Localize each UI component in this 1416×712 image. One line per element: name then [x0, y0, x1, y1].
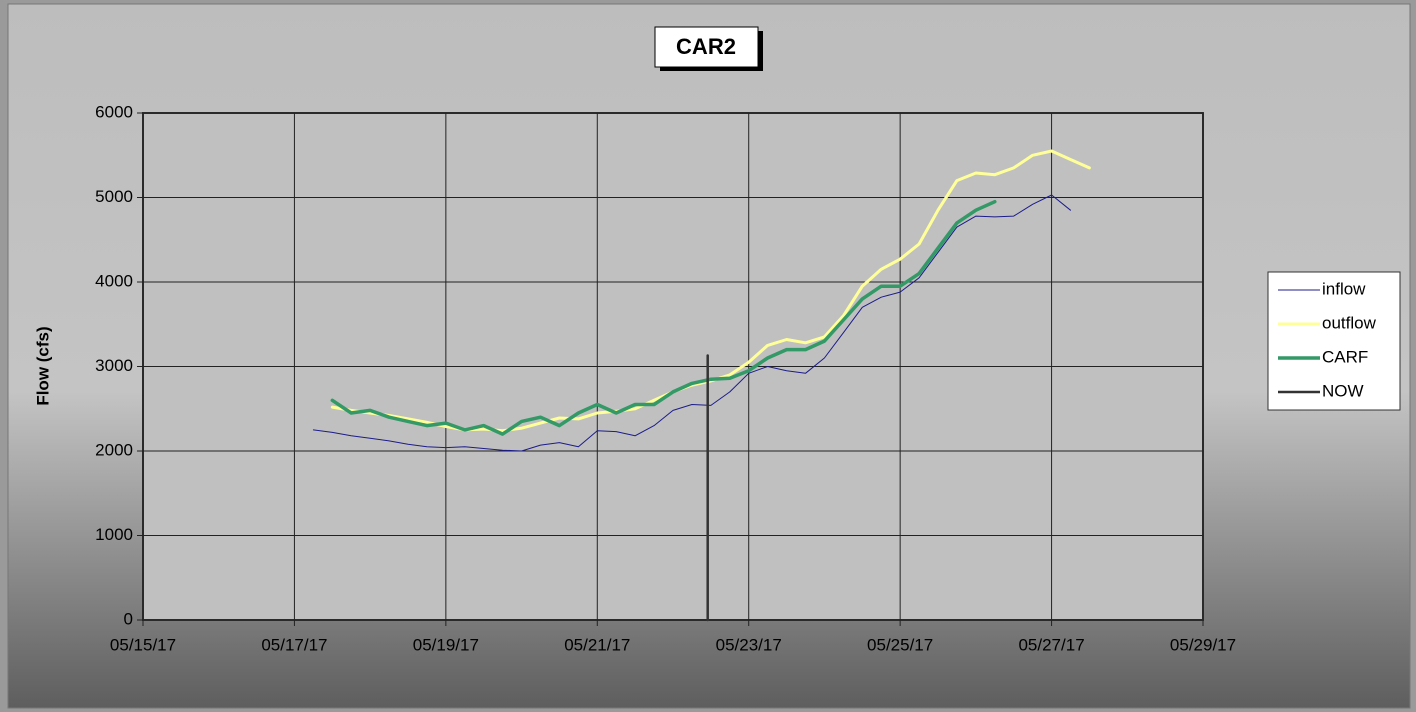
legend-label: outflow	[1322, 313, 1377, 332]
y-tick-label: 5000	[95, 187, 133, 206]
y-tick-label: 2000	[95, 440, 133, 459]
series-line	[312, 194, 1071, 452]
legend	[1267, 271, 1401, 411]
x-tick-label: 05/15/17	[110, 635, 176, 654]
legend-label: inflow	[1322, 279, 1366, 298]
y-tick-label: 1000	[95, 525, 133, 544]
x-tick-label: 05/23/17	[716, 635, 782, 654]
y-tick-label: 4000	[95, 271, 133, 290]
legend-label: NOW	[1322, 381, 1364, 400]
x-tick-label: 05/19/17	[413, 635, 479, 654]
y-tick-label: 6000	[95, 102, 133, 121]
y-axis-label: Flow (cfs)	[33, 326, 52, 405]
title-box	[654, 26, 759, 68]
x-tick-label: 05/25/17	[867, 635, 933, 654]
x-tick-label: 05/17/17	[261, 635, 327, 654]
y-tick-label: 0	[124, 609, 133, 628]
series-line	[330, 199, 997, 436]
x-tick-label: 05/27/17	[1018, 635, 1084, 654]
x-tick-label: 05/29/17	[1170, 635, 1236, 654]
chart-title: CAR2	[676, 34, 736, 59]
legend-label: CARF	[1322, 347, 1368, 366]
y-tick-label: 3000	[95, 356, 133, 375]
x-tick-label: 05/21/17	[564, 635, 630, 654]
